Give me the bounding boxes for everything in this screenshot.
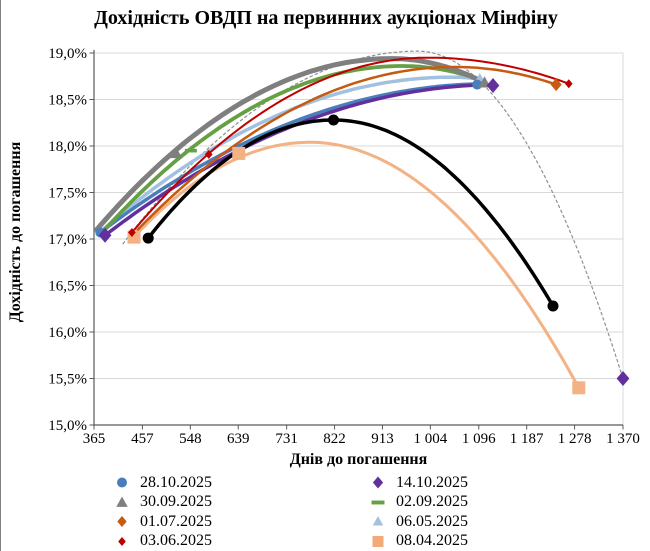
- svg-text:15,0%: 15,0%: [48, 418, 87, 434]
- legend: 28.10.2025 30.09.2025 01.07.2025 03.06.2…: [1, 473, 650, 551]
- legend-marker-diamond-icon: [113, 534, 131, 549]
- svg-text:15,5%: 15,5%: [48, 372, 87, 388]
- legend-label: 08.04.2025: [396, 532, 468, 550]
- legend-label: 28.10.2025: [140, 473, 212, 491]
- legend-marker-diamond-icon: [369, 475, 387, 490]
- legend-column-right: 14.10.2025 02.09.2025 06.05.2025 08.04.2…: [369, 473, 468, 551]
- svg-text:731: 731: [275, 431, 298, 447]
- legend-column-left: 28.10.2025 30.09.2025 01.07.2025 03.06.2…: [113, 473, 212, 551]
- legend-label: 03.06.2025: [140, 532, 212, 550]
- svg-text:17,5%: 17,5%: [48, 186, 87, 202]
- chart-title: Дохідність ОВДП на первинних аукціонах М…: [94, 7, 558, 29]
- legend-marker-dash-icon: [369, 495, 387, 510]
- legend-label: 02.09.2025: [396, 493, 468, 511]
- svg-text:639: 639: [227, 431, 250, 447]
- legend-label: 30.09.2025: [140, 493, 212, 511]
- legend-marker-circle-icon: [113, 475, 131, 490]
- svg-text:1 187: 1 187: [510, 431, 544, 447]
- legend-marker-triangle-icon: [369, 514, 387, 529]
- legend-item-06-05-2025: 06.05.2025: [369, 512, 468, 532]
- svg-text:365: 365: [83, 431, 106, 447]
- legend-marker-triangle-icon: [113, 495, 131, 510]
- svg-text:1 096: 1 096: [462, 431, 496, 447]
- svg-text:17,0%: 17,0%: [48, 232, 87, 248]
- svg-text:16,0%: 16,0%: [48, 325, 87, 341]
- legend-label: 01.07.2025: [140, 512, 212, 530]
- svg-text:913: 913: [371, 431, 394, 447]
- svg-text:457: 457: [131, 431, 154, 447]
- svg-text:822: 822: [323, 431, 346, 447]
- legend-item-14-10-2025: 14.10.2025: [369, 473, 468, 493]
- legend-item-30-09-2025: 30.09.2025: [113, 493, 212, 513]
- svg-text:18,5%: 18,5%: [48, 93, 87, 109]
- legend-item-08-04-2025: 08.04.2025: [369, 532, 468, 551]
- y-axis-title: Дохідність до погашення: [7, 141, 24, 323]
- x-axis-title: Днів до погашення: [289, 451, 428, 468]
- legend-item-02-09-2025: 02.09.2025: [369, 493, 468, 513]
- legend-item-28-10-2025: 28.10.2025: [113, 473, 212, 493]
- plot-area: 365 457 548 639 731 822 913 1 004 1 096 1 187 1 27…: [48, 46, 640, 447]
- legend-marker-diamond-icon: [113, 514, 131, 529]
- svg-text:1 004: 1 004: [413, 431, 447, 447]
- svg-text:1 370: 1 370: [606, 431, 640, 447]
- legend-marker-square-icon: [369, 534, 387, 549]
- legend-item-01-07-2025: 01.07.2025: [113, 512, 212, 532]
- svg-text:548: 548: [179, 431, 202, 447]
- legend-label: 14.10.2025: [396, 473, 468, 491]
- svg-text:1 278: 1 278: [558, 431, 592, 447]
- svg-text:16,5%: 16,5%: [48, 279, 87, 295]
- svg-text:19,0%: 19,0%: [48, 46, 87, 62]
- legend-label: 06.05.2025: [396, 512, 468, 530]
- legend-item-03-06-2025: 03.06.2025: [113, 532, 212, 551]
- svg-text:18,0%: 18,0%: [48, 139, 87, 155]
